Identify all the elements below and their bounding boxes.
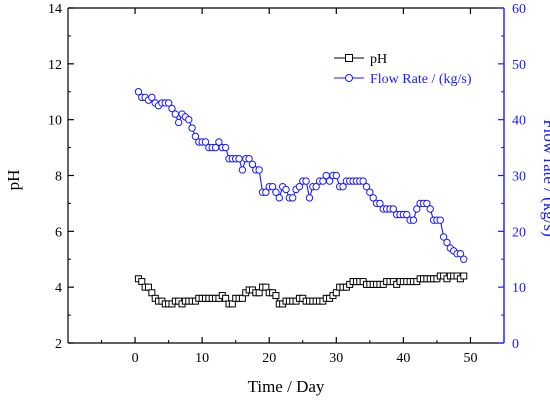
data-point xyxy=(409,216,418,224)
data-point xyxy=(289,194,297,202)
data-point xyxy=(171,110,180,118)
legend: pH Flow Rate / (kg/s) xyxy=(334,52,472,87)
y-left-tick-label: 8 xyxy=(55,170,62,185)
data-point xyxy=(168,104,176,113)
data-point xyxy=(362,182,371,191)
data-point xyxy=(366,188,374,196)
y-right-tick-label: 30 xyxy=(512,170,526,185)
legend-swatch-marker xyxy=(345,74,353,82)
x-tick-label: 40 xyxy=(396,351,410,366)
y-right-tick-label: 20 xyxy=(512,225,526,240)
data-point xyxy=(221,143,230,152)
data-point xyxy=(460,255,468,263)
y-left-tick-label: 6 xyxy=(55,225,62,240)
data-point xyxy=(255,166,263,174)
data-point xyxy=(413,205,421,213)
data-point xyxy=(164,99,173,107)
data-point xyxy=(248,160,257,169)
y-left-axis-title: pH xyxy=(4,170,23,191)
data-point xyxy=(403,210,411,219)
series-ph xyxy=(134,272,468,308)
data-point xyxy=(325,177,334,185)
data-point xyxy=(332,171,341,180)
x-tick-label: 0 xyxy=(132,351,139,366)
x-tick-label: 30 xyxy=(329,351,343,366)
data-point xyxy=(262,188,270,196)
x-tick-label: 10 xyxy=(195,351,209,366)
data-point xyxy=(456,249,465,258)
data-point xyxy=(439,233,448,241)
data-point xyxy=(295,182,304,191)
data-point xyxy=(148,93,156,102)
data-point xyxy=(188,124,196,132)
data-point xyxy=(238,166,247,174)
data-point xyxy=(282,185,290,194)
data-point xyxy=(174,118,183,127)
data-point xyxy=(235,155,243,163)
data-point xyxy=(272,188,280,196)
series-flow-rate xyxy=(134,88,468,263)
data-point xyxy=(339,182,347,191)
data-point xyxy=(185,115,193,124)
axes-layer: 0 10 20 30 40 50 2 4 6 8 10 12 14 0 10 20 30 40 50 60 xyxy=(48,2,526,366)
series-layer xyxy=(134,88,468,308)
data-point xyxy=(302,177,310,185)
data-point xyxy=(423,199,431,208)
data-point xyxy=(268,182,277,191)
data-point xyxy=(245,155,253,163)
y-left-tick-label: 2 xyxy=(55,337,62,352)
y-right-tick-label: 10 xyxy=(512,281,526,296)
data-point xyxy=(191,132,200,141)
legend-item: pH xyxy=(334,52,387,67)
data-point xyxy=(215,138,223,146)
data-point xyxy=(436,216,444,224)
x-tick-label: 50 xyxy=(463,351,477,366)
data-point xyxy=(443,238,451,247)
data-point xyxy=(389,205,398,213)
data-point xyxy=(369,194,377,202)
y-left-tick-label: 14 xyxy=(48,2,62,17)
data-point xyxy=(272,292,280,300)
y-right-tick-label: 0 xyxy=(512,337,519,352)
data-point xyxy=(426,205,434,213)
data-point xyxy=(275,194,283,202)
y-left-tick-label: 4 xyxy=(55,281,62,296)
legend-item: Flow Rate / (kg/s) xyxy=(334,72,472,87)
y-left-tick-label: 10 xyxy=(48,114,62,129)
x-tick-label: 20 xyxy=(262,351,276,366)
legend-swatch-marker xyxy=(345,54,353,62)
x-axis-title: Time / Day xyxy=(248,377,325,396)
y-right-tick-label: 40 xyxy=(512,114,526,129)
data-point xyxy=(305,194,314,202)
data-point xyxy=(359,177,367,185)
y-left-tick-label: 12 xyxy=(48,58,62,73)
data-point xyxy=(201,138,210,146)
y-right-tick-label: 60 xyxy=(512,2,526,17)
y-right-tick-label: 50 xyxy=(512,58,526,73)
y-right-axis-title: Flow rate / (kg/s) xyxy=(540,119,550,237)
legend-label: pH xyxy=(370,52,387,67)
data-point xyxy=(376,199,384,208)
data-point xyxy=(134,88,143,96)
data-point xyxy=(460,272,468,280)
data-point xyxy=(312,182,320,191)
legend-label: Flow Rate / (kg/s) xyxy=(370,72,472,87)
